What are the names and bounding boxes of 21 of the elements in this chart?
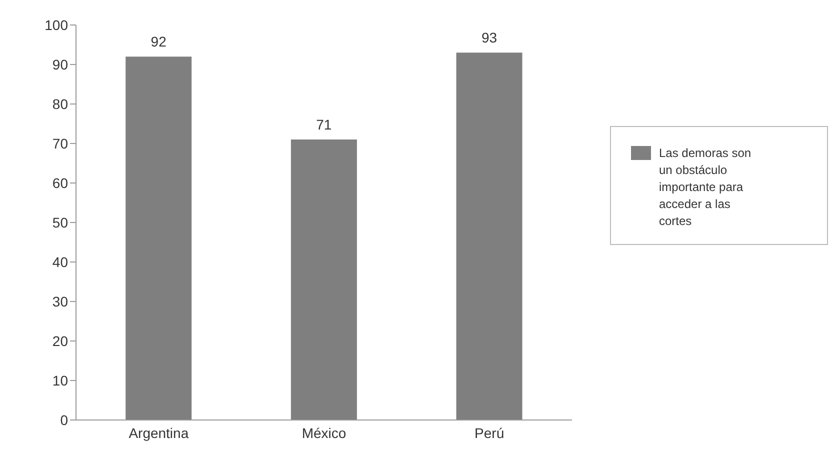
bar [126,56,192,420]
y-tick-label: 30 [52,293,68,310]
y-tick-label: 100 [44,16,68,33]
y-tick-label: 10 [52,372,68,388]
y-tick-label: 0 [60,412,68,428]
x-tick-label: Perú [474,424,504,441]
y-tick-label: 20 [52,332,68,349]
y-tick-label: 50 [52,214,68,230]
y-tick-label: 40 [52,254,68,270]
data-label: 93 [481,30,498,46]
legend-label: Las demoras son un obstáculo importante para acceder a las cortes [659,145,752,230]
y-tick-label: 60 [52,174,68,191]
y-tick-label: 70 [52,135,68,152]
data-label: 92 [150,34,167,50]
y-tick-label: 90 [52,56,68,72]
bar [290,140,357,420]
y-tick-label: 80 [52,96,68,112]
data-label: 71 [316,116,332,133]
x-tick-label: Argentina [128,424,189,441]
bar [456,52,522,420]
x-tick-label: México [302,424,346,441]
